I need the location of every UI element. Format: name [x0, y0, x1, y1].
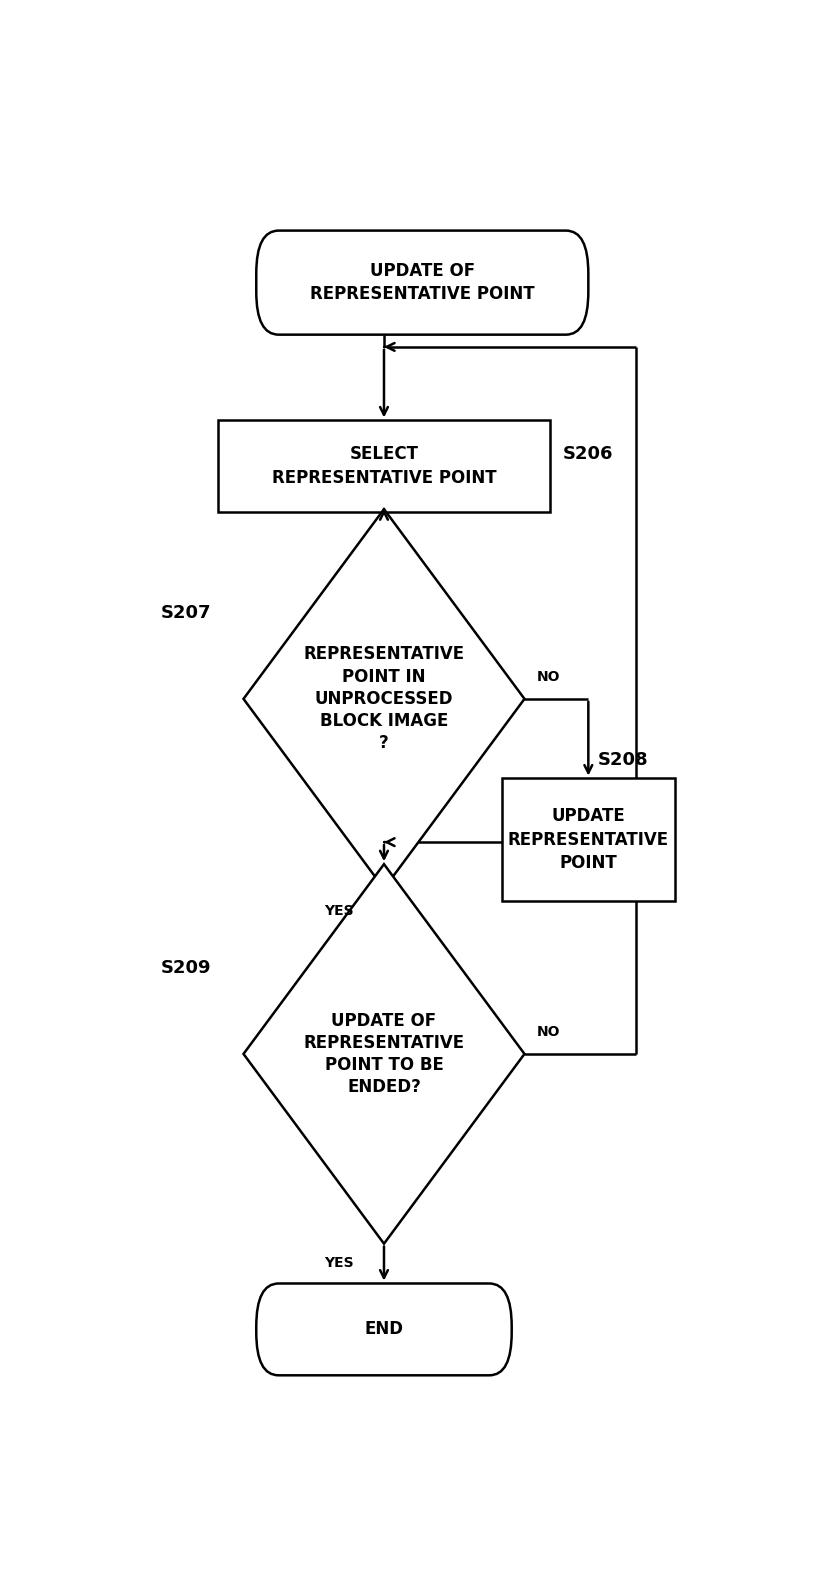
FancyBboxPatch shape	[256, 1283, 512, 1375]
Text: S208: S208	[598, 750, 648, 770]
Polygon shape	[244, 865, 525, 1243]
Bar	[502, 779, 675, 902]
Text: UPDATE OF
REPRESENTATIVE POINT: UPDATE OF REPRESENTATIVE POINT	[310, 262, 535, 304]
Text: UPDATE
REPRESENTATIVE
POINT: UPDATE REPRESENTATIVE POINT	[508, 808, 669, 873]
Polygon shape	[244, 509, 525, 889]
Text: S209: S209	[161, 959, 211, 978]
Text: S207: S207	[161, 604, 211, 622]
Text: SELECT
REPRESENTATIVE POINT: SELECT REPRESENTATIVE POINT	[272, 445, 496, 487]
Text: S206: S206	[563, 445, 613, 463]
Bar	[218, 420, 550, 512]
Text: NO: NO	[537, 1026, 561, 1038]
Text: END: END	[364, 1320, 404, 1339]
Text: YES: YES	[325, 1256, 354, 1270]
FancyBboxPatch shape	[256, 231, 588, 334]
Text: YES: YES	[325, 903, 354, 917]
Text: UPDATE OF
REPRESENTATIVE
POINT TO BE
ENDED?: UPDATE OF REPRESENTATIVE POINT TO BE END…	[303, 1011, 465, 1096]
Text: NO: NO	[537, 669, 561, 684]
Text: REPRESENTATIVE
POINT IN
UNPROCESSED
BLOCK IMAGE
?: REPRESENTATIVE POINT IN UNPROCESSED BLOC…	[303, 646, 465, 752]
